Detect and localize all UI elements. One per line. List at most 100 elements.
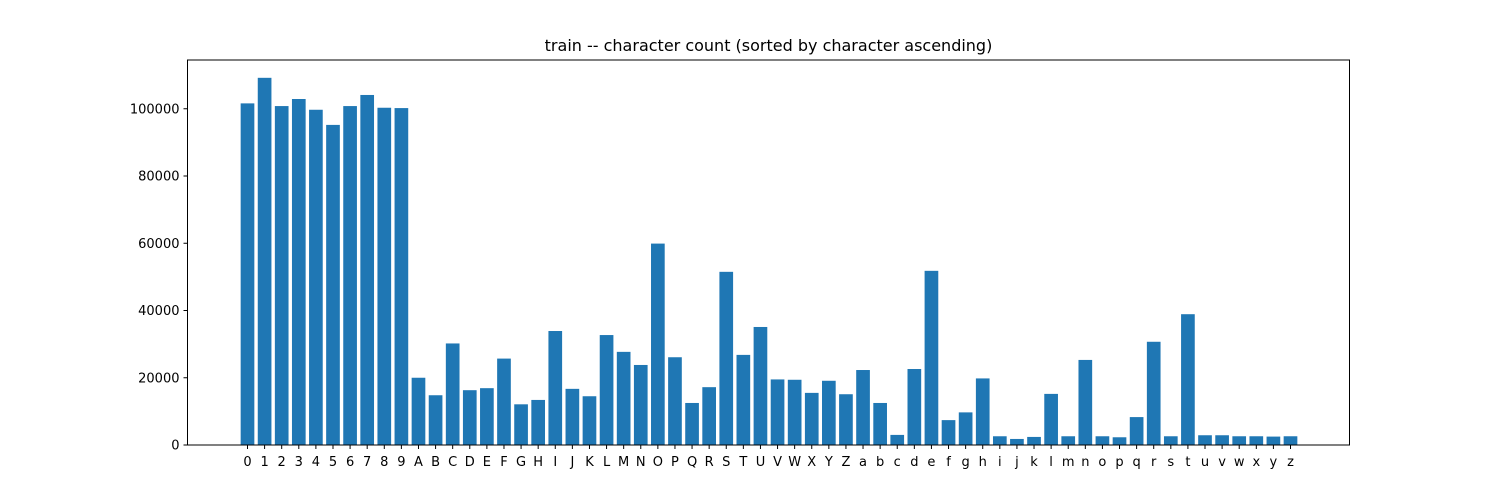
- x-tick-label: W: [788, 455, 801, 470]
- bar-K: [582, 396, 597, 445]
- bar-4: [309, 109, 323, 445]
- bar-0: [240, 103, 255, 445]
- bar-1: [257, 77, 272, 445]
- x-tick-label: V: [773, 455, 782, 470]
- bar-y: [1266, 436, 1281, 445]
- x-tick-label: 8: [380, 455, 388, 470]
- bar-G: [514, 404, 528, 445]
- bar-V: [770, 379, 785, 445]
- x-tick-label: s: [1167, 455, 1174, 470]
- bar-E: [480, 388, 494, 445]
- bar-5: [326, 124, 340, 446]
- x-tick-label: E: [483, 455, 491, 470]
- bar-M: [616, 351, 631, 445]
- bar-v: [1215, 435, 1229, 445]
- x-tick-label: 9: [397, 455, 405, 470]
- x-tick-label: F: [500, 455, 507, 470]
- x-tick-label: h: [979, 455, 987, 470]
- bar-S: [719, 271, 734, 445]
- bar-m: [1061, 436, 1076, 445]
- x-tick-label: T: [738, 455, 747, 470]
- bar-k: [1027, 436, 1041, 445]
- x-tick-label: 7: [363, 455, 371, 470]
- x-tick-label: 1: [260, 455, 268, 470]
- x-tick-label: k: [1030, 455, 1038, 470]
- chart-title: train -- character count (sorted by char…: [545, 36, 993, 55]
- x-tick-label: X: [807, 455, 816, 470]
- bar-e: [924, 270, 939, 445]
- x-tick-label: y: [1270, 455, 1278, 470]
- bar-n: [1078, 359, 1093, 445]
- plot-frame: [187, 59, 1350, 446]
- bar-r: [1146, 341, 1161, 445]
- x-tick-label: 4: [312, 455, 320, 470]
- bar-L: [599, 335, 614, 445]
- x-tick-label: m: [1062, 455, 1075, 470]
- bar-2: [274, 106, 289, 445]
- bar-x: [1249, 436, 1264, 445]
- y-axis-ticks: 0 20000 40000 60000 80000 100000: [130, 102, 188, 454]
- x-tick-label: Q: [687, 455, 697, 470]
- x-tick-label: G: [516, 455, 526, 470]
- bar-t: [1181, 314, 1195, 445]
- bar-Z: [839, 394, 853, 445]
- x-tick-label: g: [961, 455, 969, 470]
- x-tick-label: 6: [346, 455, 354, 470]
- bar-Y: [822, 380, 836, 445]
- y-tick-label: 20000: [138, 371, 179, 386]
- bar-d: [907, 369, 922, 445]
- bar-8: [377, 107, 392, 445]
- x-tick-label: U: [756, 455, 766, 470]
- bar-O: [651, 243, 665, 445]
- bar-s: [1163, 436, 1178, 445]
- x-tick-label: z: [1287, 455, 1294, 470]
- x-tick-label: x: [1252, 455, 1260, 470]
- bar-I: [548, 331, 563, 445]
- x-tick-label: u: [1201, 455, 1209, 470]
- x-tick-label: I: [553, 455, 557, 470]
- y-tick-label: 80000: [138, 170, 179, 185]
- bar-w: [1232, 436, 1247, 445]
- bar-W: [787, 379, 802, 445]
- bar-C: [445, 343, 460, 445]
- bar-X: [804, 392, 819, 445]
- bar-b: [873, 402, 887, 445]
- bar-l: [1044, 393, 1058, 445]
- x-tick-label: c: [894, 455, 901, 470]
- x-tick-label: Z: [841, 455, 850, 470]
- x-tick-label: Y: [824, 455, 833, 470]
- bar-q: [1129, 417, 1144, 445]
- x-tick-label: f: [946, 455, 951, 470]
- bar-9: [394, 108, 409, 445]
- x-tick-label: a: [859, 455, 867, 470]
- x-tick-label: 0: [243, 455, 251, 470]
- bar-J: [565, 388, 580, 445]
- bar-6: [343, 106, 357, 445]
- x-tick-label: j: [1014, 455, 1019, 470]
- x-tick-label: n: [1081, 455, 1089, 470]
- x-tick-label: 3: [295, 455, 303, 470]
- bar-B: [428, 395, 443, 445]
- x-tick-label: o: [1098, 455, 1106, 470]
- bar-H: [531, 399, 546, 445]
- bar-f: [941, 420, 956, 445]
- y-tick-label: 40000: [138, 304, 179, 319]
- x-tick-label: e: [927, 455, 935, 470]
- bars-group: [240, 77, 1298, 446]
- x-tick-label: K: [585, 455, 594, 470]
- x-tick-label: M: [618, 455, 629, 470]
- bar-F: [497, 358, 511, 445]
- y-tick-label: 0: [171, 439, 179, 454]
- bar-D: [462, 390, 477, 445]
- y-tick-label: 60000: [138, 237, 179, 252]
- x-tick-label: J: [569, 455, 574, 470]
- bar-a: [856, 370, 870, 445]
- x-tick-label: v: [1218, 455, 1226, 470]
- bar-T: [736, 354, 751, 445]
- bar-h: [975, 378, 990, 445]
- x-tick-label: O: [653, 455, 663, 470]
- x-tick-label: 5: [329, 455, 337, 470]
- x-tick-label: D: [465, 455, 475, 470]
- bar-A: [411, 377, 426, 445]
